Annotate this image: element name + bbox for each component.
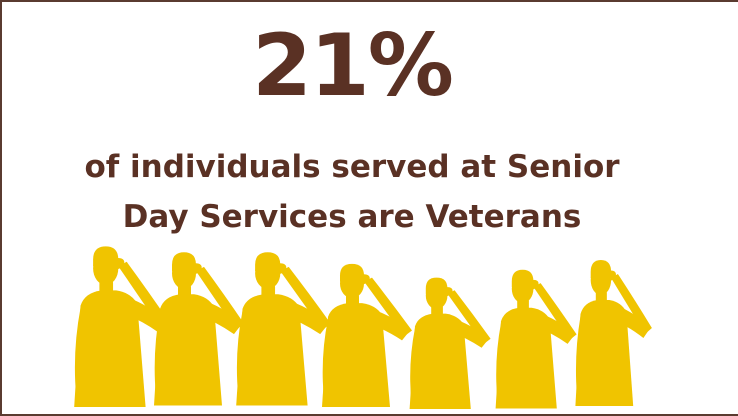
caption-line-1: of individuals served at Senior — [84, 149, 620, 185]
soldier-silhouette-5 — [409, 277, 491, 409]
veteran-percentage: 21% — [252, 16, 454, 116]
soldier-silhouette-7 — [575, 260, 652, 406]
saluting-soldiers-icon — [74, 246, 652, 409]
soldier-silhouette-1 — [74, 246, 169, 407]
soldier-silhouette-2 — [154, 252, 244, 406]
soldier-silhouette-6 — [495, 269, 577, 409]
caption-line-2: Day Services are Veterans — [122, 199, 582, 235]
soldier-silhouette-4 — [322, 263, 412, 407]
soldier-silhouette-3 — [236, 252, 331, 406]
statistic-caption: of individuals served at Senior Day Serv… — [2, 142, 702, 242]
